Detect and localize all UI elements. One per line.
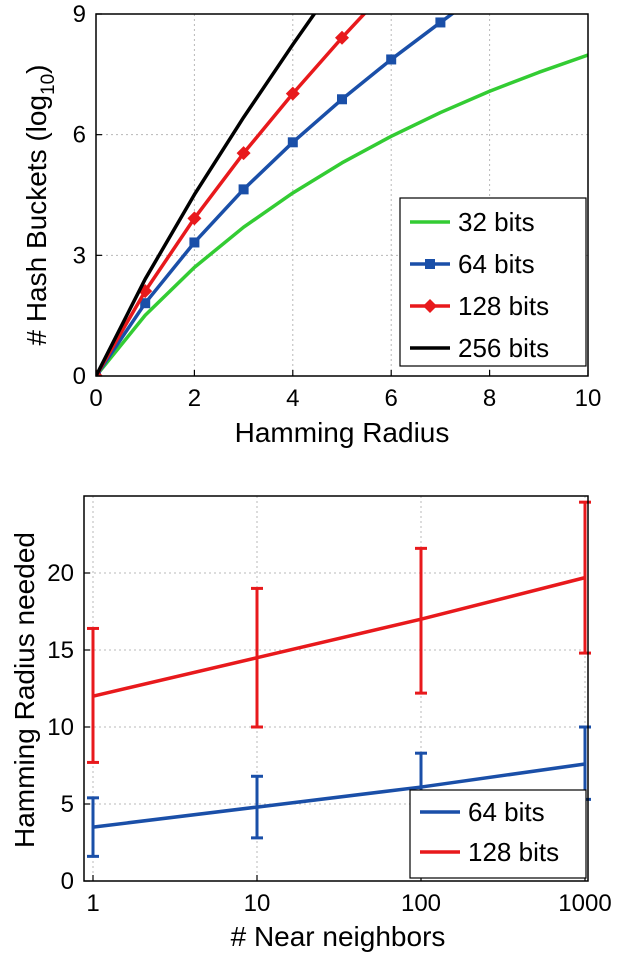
- x-tick-label: 1000: [558, 890, 611, 917]
- x-axis-label: Hamming Radius: [235, 417, 450, 448]
- legend-64-bits-label: 64 bits: [468, 797, 545, 827]
- series-128-bits-line: [92, 575, 586, 698]
- legend-64-bits-marker: [425, 259, 435, 269]
- legend-box: [409, 789, 587, 879]
- series-64-bits-marker: [189, 237, 200, 248]
- x-axis-label: # Near neighbors: [231, 921, 446, 952]
- radius-needed-chart: 1 10 100 1000 0 5 10 15 20 # Near neighbors Hamm…: [9, 495, 612, 952]
- y-tick-label: 5: [61, 791, 74, 818]
- series-64-bits-marker: [140, 298, 151, 309]
- series-128-bits-line: [96, 14, 367, 376]
- x-tick-label: 8: [483, 385, 496, 412]
- plot-frame: [95, 13, 589, 377]
- x-tick-label: 10: [575, 385, 602, 412]
- series-64-bits-marker: [287, 137, 298, 148]
- series-128-bits-marker: [187, 211, 202, 226]
- series-128-bits-marker: [335, 30, 349, 45]
- series-128-bits-marker: [285, 86, 300, 101]
- y-tick-label: 10: [47, 714, 74, 741]
- series-lines: [87, 500, 591, 858]
- x-tick-label: 4: [286, 385, 299, 412]
- x-tick-label: 10: [244, 890, 271, 917]
- y-tick-label: 15: [47, 637, 74, 664]
- series-64-bits-marker: [435, 17, 446, 28]
- legend-128-bits-marker: [423, 299, 437, 313]
- hash-buckets-chart: 0 2 4 6 8 10 0 3 6 9 Hamming Radius # Hash Bucket…: [21, 1, 601, 448]
- series-128-bits-marker: [236, 146, 251, 161]
- x-tick-label: 2: [188, 385, 201, 412]
- y-tick-label: 0: [61, 868, 74, 895]
- x-tick-label: 1: [86, 890, 99, 917]
- legend-32-bits-label: 32 bits: [458, 207, 535, 237]
- x-tick-label: 6: [385, 385, 398, 412]
- grid: [96, 14, 588, 376]
- legend-128-bits-label: 128 bits: [458, 291, 549, 321]
- legend-64-bits-label: 64 bits: [458, 249, 535, 279]
- series-64-bits-line: [92, 762, 586, 829]
- x-tick-label: 0: [89, 385, 102, 412]
- tick-labels: 0 2 4 6 8 10 0 3 6 9: [73, 1, 602, 412]
- plot-frame: [83, 495, 589, 882]
- series-64-bits-marker: [238, 184, 249, 195]
- legend-256-bits-label: 256 bits: [458, 333, 549, 363]
- series-32-bits-line: [96, 53, 588, 376]
- y-axis-label-subscript: 10: [38, 74, 59, 95]
- y-axis-label-close: ): [21, 64, 52, 73]
- series-lines: [96, 14, 588, 376]
- x-tick-label: 100: [401, 890, 441, 917]
- y-axis-label: # Hash Buckets (log10): [21, 64, 59, 345]
- series-64-bits-marker: [386, 54, 397, 65]
- series-256-bits-line: [96, 14, 317, 376]
- legend: 32 bits 64 bits 128 bits 256 bits: [399, 197, 587, 367]
- y-tick-label: 6: [73, 122, 86, 149]
- legend-128-bits-label: 128 bits: [468, 837, 559, 867]
- legend-box: [399, 197, 587, 367]
- series-64-bits-marker: [337, 94, 347, 105]
- y-axis-label: Hamming Radius needed: [9, 532, 40, 848]
- y-tick-label: 9: [73, 1, 86, 28]
- tick-labels: 1 10 100 1000 0 5 10 15 20: [47, 560, 611, 917]
- y-tick-label: 3: [73, 242, 86, 269]
- y-tick-label: 20: [47, 560, 74, 587]
- y-axis-label-main: # Hash Buckets (log: [21, 95, 52, 346]
- y-tick-label: 0: [73, 363, 86, 390]
- legend: 64 bits 128 bits: [409, 789, 587, 879]
